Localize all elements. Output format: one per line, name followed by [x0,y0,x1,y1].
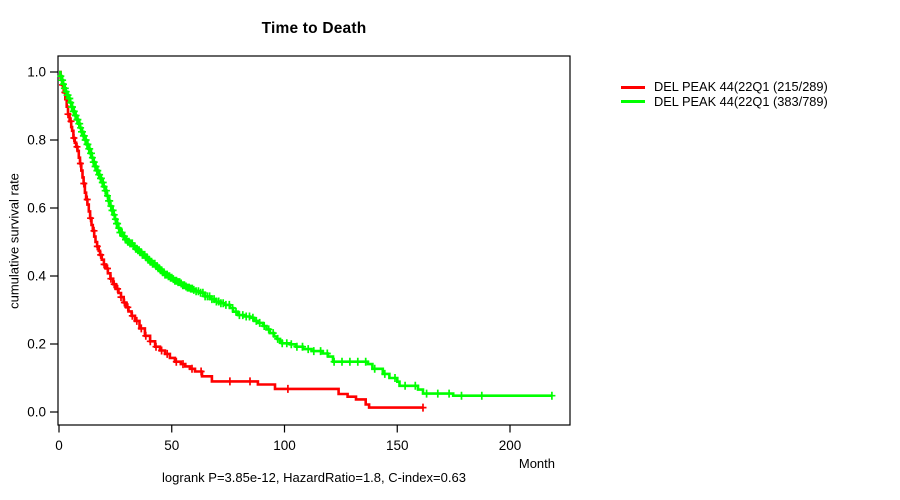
legend: DEL PEAK 44(22Q1 (215/289) DEL PEAK 44(2… [621,79,828,110]
x-tick-label: 0 [55,438,63,453]
y-tick-label: 0.6 [27,201,46,216]
plot-border [57,55,571,426]
x-tick-label: 150 [386,438,409,453]
y-tick-label: 0.2 [27,337,46,352]
legend-label: DEL PEAK 44(22Q1 (383/789) [654,93,828,109]
legend-item: DEL PEAK 44(22Q1 (215/289) [621,79,828,95]
legend-line-red [621,85,645,89]
x-tick-label: 50 [164,438,179,453]
legend-label: DEL PEAK 44(22Q1 (215/289) [654,79,828,94]
legend-line-green [621,100,645,104]
red-survival-curve [59,70,423,409]
x-tick-label: 200 [499,438,522,453]
y-tick-label: 0.8 [27,133,46,148]
y-tick-label: 0.4 [27,269,46,284]
legend-item: DEL PEAK 44(22Q1 (383/789) [621,93,828,110]
red-censor-marks [59,80,427,412]
x-axis-label: Month [518,456,555,471]
chart-title: Time to Death [261,20,367,37]
y-tick-label: 1.0 [27,65,46,80]
stats-footnote: logrank P=3.85e-12, HazardRatio=1.8, C-i… [162,470,466,485]
y-tick-label: 0.0 [27,405,46,420]
x-tick-label: 100 [273,438,296,453]
green-censor-marks [57,72,556,400]
